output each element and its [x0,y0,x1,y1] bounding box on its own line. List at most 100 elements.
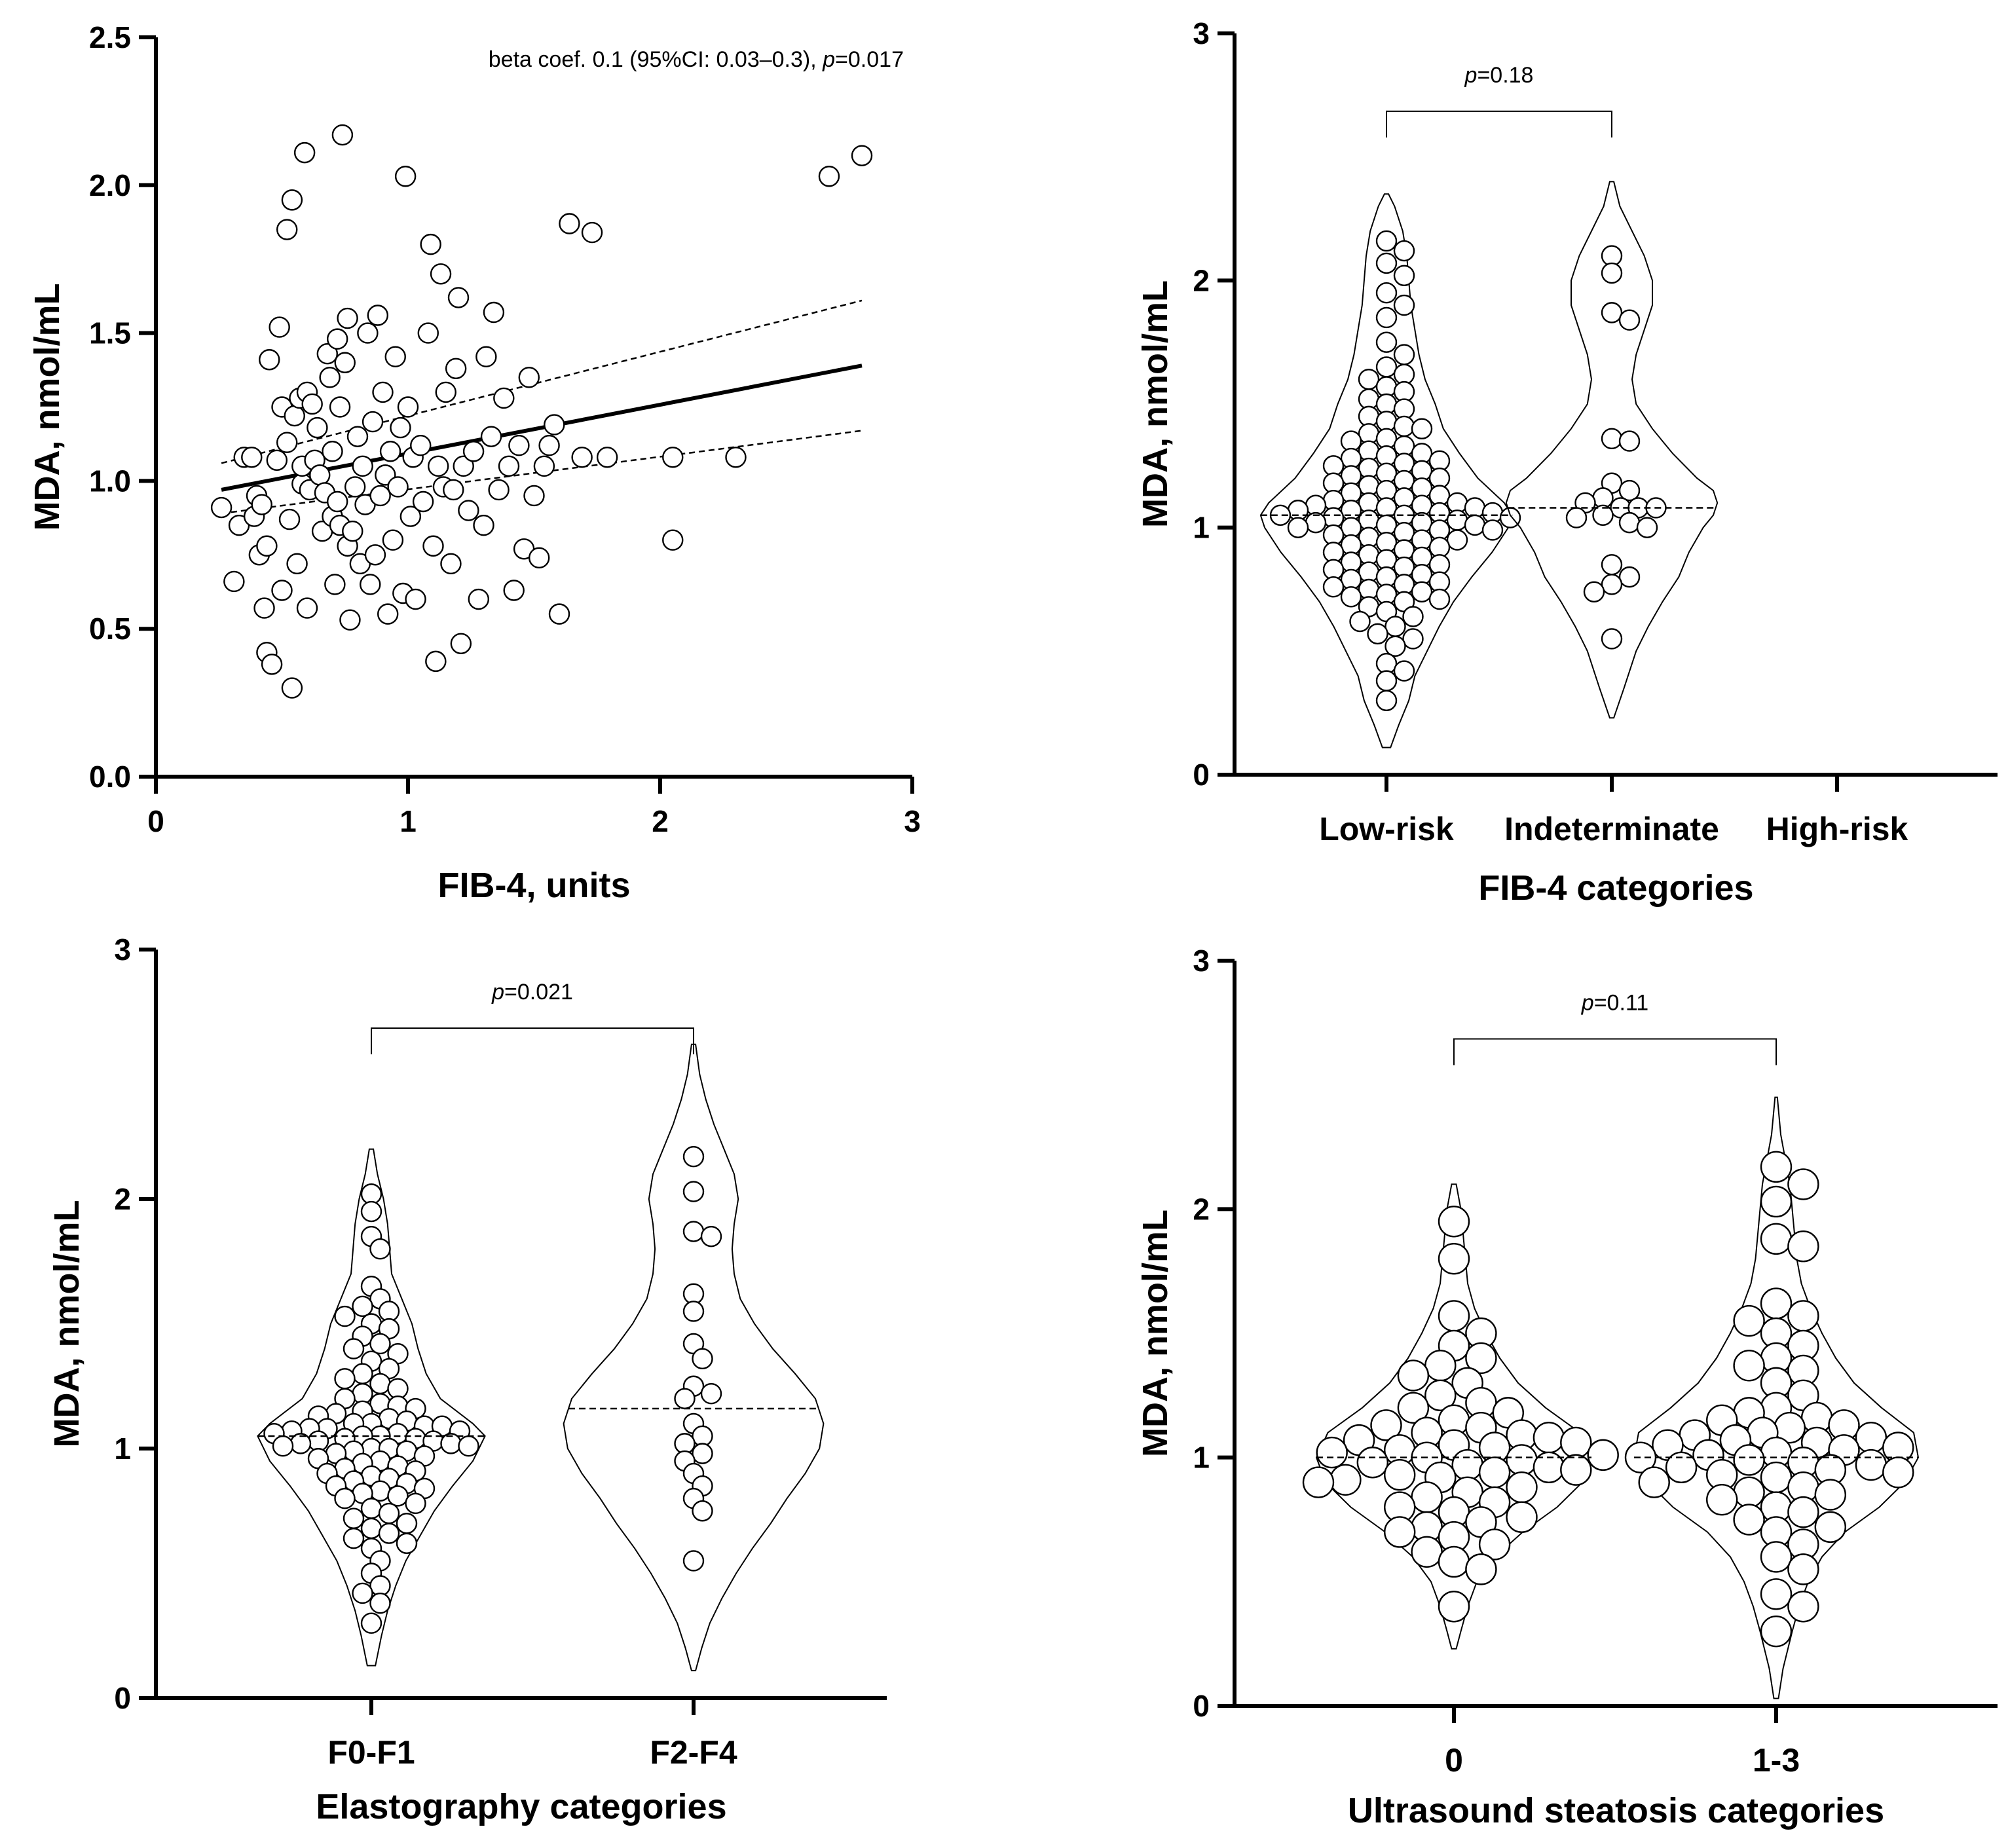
data-point [1375,331,1398,353]
violin-outline [563,1043,825,1672]
data-point [364,544,386,566]
data-point [1393,344,1415,365]
data-point [1618,309,1641,331]
data-point [1393,415,1415,437]
data-point [488,479,510,501]
data-point [692,1443,713,1464]
data-point [417,322,439,344]
data-point [1760,1151,1793,1183]
data-point [360,1612,382,1634]
elastography-violin-panel: 0 1 2 3 MDA, nmol/mL F0-F1 F2-F4 Elastography c… [47,933,887,1826]
data-point [1287,517,1309,538]
data-point [1385,635,1406,657]
data-point [725,447,747,468]
data-point [405,1492,426,1515]
data-point [1446,529,1468,551]
data-point [1855,1449,1887,1481]
data-point [259,349,280,371]
data-point [559,213,580,234]
data-point [324,574,346,595]
data-point [851,145,873,166]
data-point [1583,581,1605,602]
data-point [261,654,283,675]
y-tick-label: 1.5 [89,316,131,350]
data-point [435,381,456,403]
data-point [1787,1553,1819,1585]
data-point [352,455,373,477]
category-label: F2-F4 [650,1734,737,1771]
data-point [1393,265,1415,286]
data-point [468,588,489,610]
data-point [327,490,348,513]
data-point [425,650,447,673]
data-point [405,588,426,610]
y-axis-title: MDA, nmol/mL [28,284,67,531]
category-label: High-risk [1766,811,1908,847]
data-point [450,633,472,654]
data-point [1375,252,1398,274]
data-point [343,1507,365,1529]
data-point [447,287,470,308]
fib4-violin-panel: 0 1 2 3 MDA, nmol/mL Low-risk Indeterminate Hig… [1136,16,1998,908]
x-axis-title: FIB-4 categories [1478,868,1753,908]
data-point [394,166,417,187]
data-point [1506,1444,1538,1476]
data-point [1340,586,1362,608]
category-label: 0 [1445,1742,1463,1779]
data-point [337,307,358,329]
data-point [700,1225,722,1247]
data-point [1618,566,1641,588]
x-tick-label: 3 [904,804,921,838]
data-point [256,535,278,557]
data-point [1814,1511,1847,1543]
y-tick-label: 0.5 [89,612,131,646]
comparison-bracket [1453,1038,1777,1065]
data-point [276,432,298,453]
category-label: Indeterminate [1504,811,1719,847]
data-point [674,1388,696,1410]
data-point [548,603,570,625]
data-point [278,508,301,530]
data-point [1733,1444,1765,1476]
data-point [1787,1168,1819,1200]
data-point [1533,1422,1565,1454]
data-point [662,447,684,468]
data-point [458,500,479,521]
data-point [1636,517,1658,538]
data-point [1438,1591,1470,1623]
data-point [1587,1439,1619,1471]
data-point [382,529,404,551]
data-point [1464,514,1486,536]
data-point [1385,616,1406,637]
violin-outline [1505,181,1719,719]
scatter-panel: 0.0 0.5 1.0 1.5 2.0 2.5 MDA, nmol/mL 0 1 2 3 FIB-4,… [28,20,921,905]
data-point [378,1502,400,1525]
y-tick-label: 2.5 [89,20,131,54]
data-point [369,1593,391,1614]
data-point [331,124,354,146]
data-point [440,553,462,575]
data-point [1302,1466,1335,1498]
data-point [1438,1545,1470,1578]
data-point [1375,282,1398,304]
data-point [343,1527,365,1549]
data-point [284,405,305,427]
y-tick-label: 0 [1193,758,1210,792]
comparison-bracket [371,1027,694,1055]
data-point [428,455,449,477]
data-point [503,580,525,601]
data-point [1481,519,1504,541]
data-point [1618,479,1641,502]
data-point [1411,1536,1443,1568]
data-point [410,435,432,456]
data-point [1565,507,1588,528]
data-point [1424,1350,1457,1382]
data-point [475,346,497,367]
data-point [210,496,232,519]
data-point [309,464,331,486]
data-point [682,1301,705,1322]
data-point [1367,623,1388,645]
data-point [1375,670,1398,692]
data-point [379,441,401,462]
